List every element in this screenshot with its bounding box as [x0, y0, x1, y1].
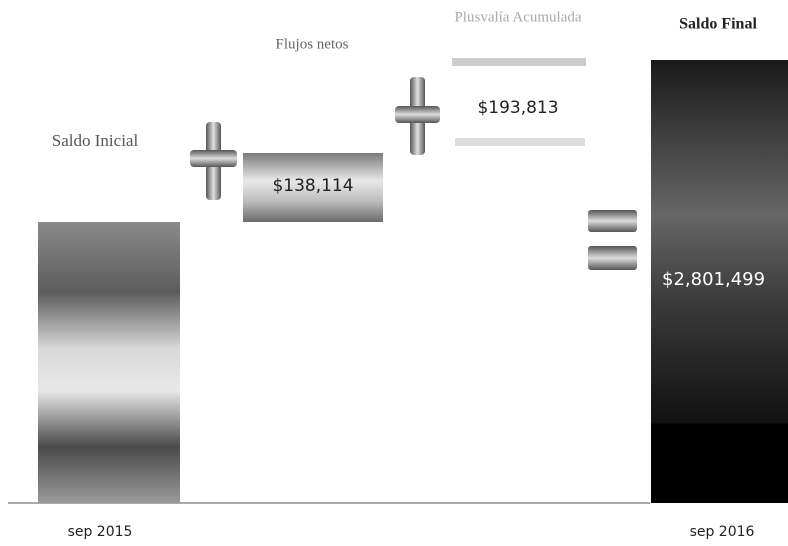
- plus-sign: [190, 122, 237, 200]
- end-value: $2,801,499: [662, 269, 765, 290]
- plus-sign: [395, 77, 440, 155]
- end-bar: [651, 60, 788, 503]
- end-label: Saldo Final: [679, 16, 757, 33]
- equals-sign: [588, 210, 637, 270]
- blur-band: [452, 58, 586, 66]
- start-bar: [38, 222, 180, 503]
- blur-band: [455, 138, 585, 146]
- start-date: sep 2015: [68, 524, 133, 540]
- end-date: sep 2016: [690, 524, 755, 540]
- net-flows-label: Flujos netos: [276, 36, 349, 52]
- start-label: Saldo Inicial: [52, 131, 139, 150]
- net-flows-value: $138,114: [272, 176, 353, 196]
- gains-label: Plusvalía Acumulada: [454, 9, 581, 25]
- gains-value: $193,813: [477, 98, 558, 118]
- net-flows-bar: [243, 153, 383, 222]
